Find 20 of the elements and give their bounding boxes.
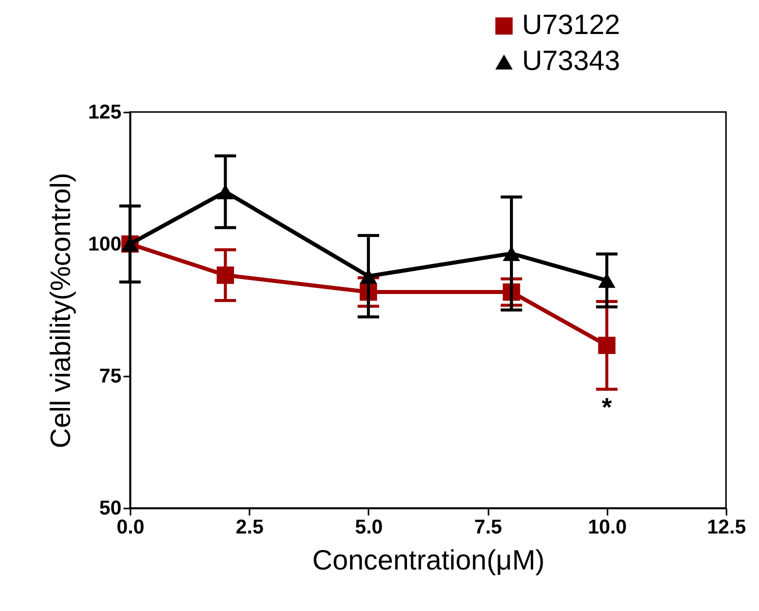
x-tick-label: 2.5 xyxy=(236,516,264,538)
y-tick-label: 75 xyxy=(99,366,122,388)
y-tick-label: 100 xyxy=(88,234,122,256)
point xyxy=(598,336,616,354)
x-tick-label: 12.5 xyxy=(707,516,746,538)
legend-label: U73343 xyxy=(522,45,620,76)
point xyxy=(360,268,378,284)
y-axis-title: Cell viability(%control) xyxy=(45,172,76,448)
point xyxy=(502,246,520,262)
x-tick-label: 5.0 xyxy=(354,516,383,538)
x-tick-label: 0.0 xyxy=(116,516,144,538)
point xyxy=(216,184,234,200)
x-tick-label: 7.5 xyxy=(474,516,502,538)
x-tick-label: 10.0 xyxy=(588,516,627,538)
y-tick-label: 125 xyxy=(88,102,122,124)
annotation: * xyxy=(602,392,613,422)
y-tick-label: 50 xyxy=(99,498,122,520)
x-axis-title: Concentration(μM) xyxy=(312,544,545,576)
legend-label: U73122 xyxy=(522,9,620,40)
point xyxy=(216,266,234,284)
